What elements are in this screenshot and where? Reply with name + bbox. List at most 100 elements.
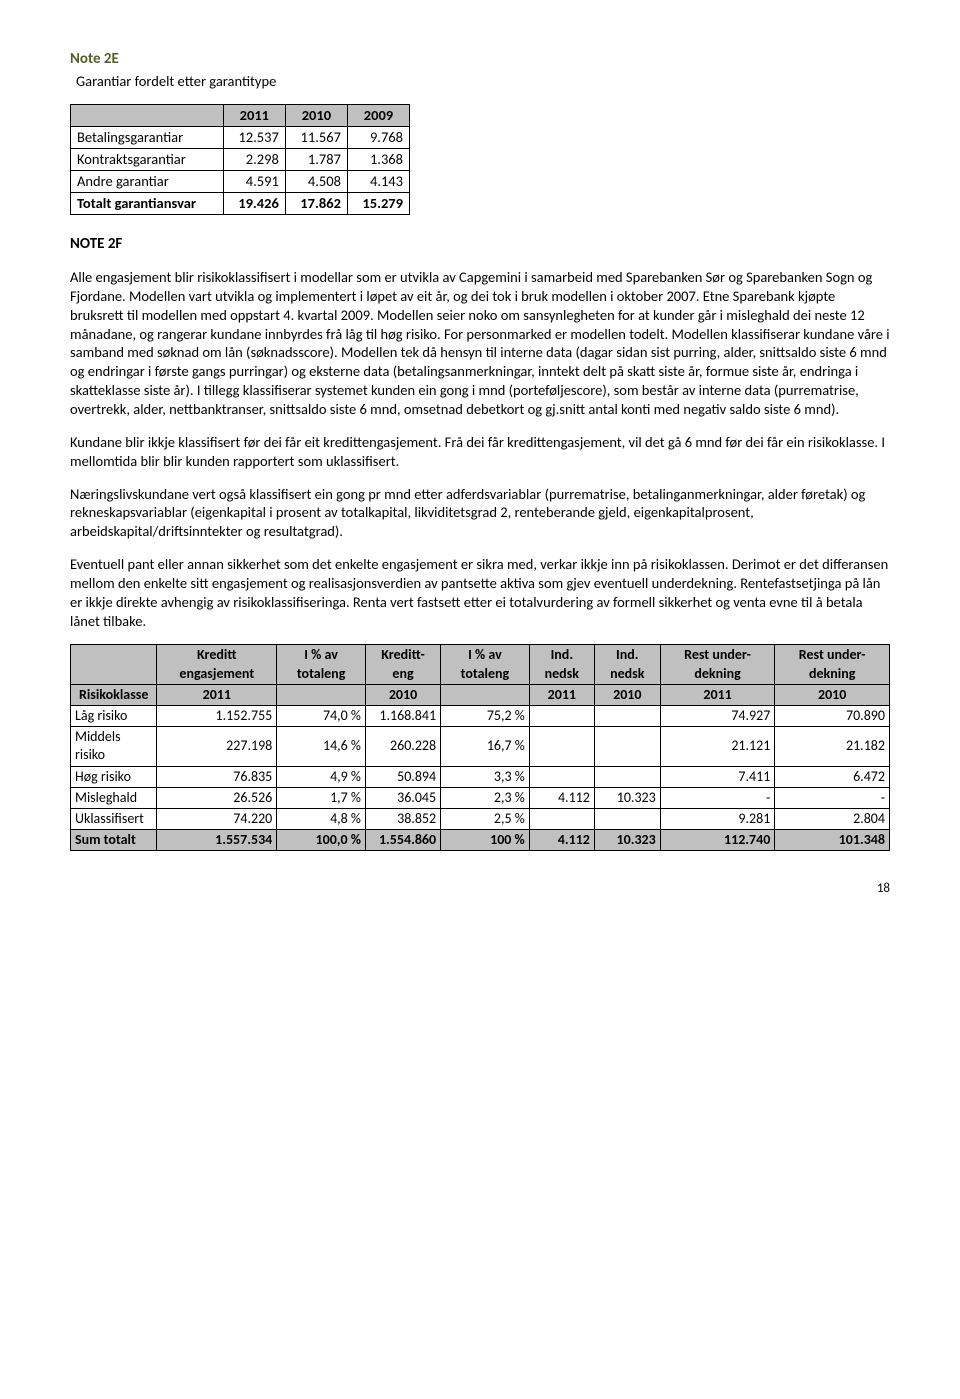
table-row: Andre garantiar 4.591 4.508 4.143 xyxy=(71,170,410,192)
cell: 12.537 xyxy=(223,127,285,149)
row-label: Uklassifisert xyxy=(71,808,157,829)
col-2010: 2010 xyxy=(285,105,347,127)
cell: 4.112 xyxy=(529,830,594,851)
row-label: Låg risiko xyxy=(71,705,157,726)
cell: 74,0 % xyxy=(277,705,366,726)
table-header-row-1: Kreditt engasjement I % av totaleng Kred… xyxy=(71,645,890,684)
col-kreditt-eng: Kreditt engasjement xyxy=(157,645,277,684)
cell: 7.411 xyxy=(660,766,775,787)
cell: 4.508 xyxy=(285,170,347,192)
cell: 4.591 xyxy=(223,170,285,192)
cell: 1.787 xyxy=(285,149,347,171)
cell: 9.768 xyxy=(347,127,409,149)
cell: 50.894 xyxy=(365,766,440,787)
note-2e-subtitle: Garantiar fordelt etter garantitype xyxy=(76,72,890,91)
cell: 11.567 xyxy=(285,127,347,149)
cell: 19.426 xyxy=(223,192,285,214)
cell: 38.852 xyxy=(365,808,440,829)
col-ind-nedsk-2: Ind. nedsk xyxy=(594,645,660,684)
row-label: Kontraktsgarantiar xyxy=(71,149,224,171)
cell: 26.526 xyxy=(157,787,277,808)
cell: - xyxy=(660,787,775,808)
cell: 74.220 xyxy=(157,808,277,829)
cell: 4.143 xyxy=(347,170,409,192)
cell: 227.198 xyxy=(157,727,277,766)
cell: 9.281 xyxy=(660,808,775,829)
col-rest-under-2: Rest under- dekning xyxy=(775,645,890,684)
cell: 2.804 xyxy=(775,808,890,829)
cell: 100,0 % xyxy=(277,830,366,851)
cell: 16,7 % xyxy=(441,727,530,766)
col-2009: 2009 xyxy=(347,105,409,127)
cell xyxy=(529,705,594,726)
cell: 100 % xyxy=(441,830,530,851)
sum-label: Sum totalt xyxy=(71,830,157,851)
cell: 4,8 % xyxy=(277,808,366,829)
col-ind-nedsk-1: Ind. nedsk xyxy=(529,645,594,684)
col-blank xyxy=(277,684,366,705)
paragraph: Alle engasjement blir risikoklassifisert… xyxy=(70,268,890,419)
cell xyxy=(529,766,594,787)
note-2e-title: Note 2E xyxy=(70,50,890,70)
note-2f-title: NOTE 2F xyxy=(70,235,890,255)
cell: 1,7 % xyxy=(277,787,366,808)
table-header-row: 2011 2010 2009 xyxy=(71,105,410,127)
col-2011: 2011 xyxy=(223,105,285,127)
guarantee-table: 2011 2010 2009 Betalingsgarantiar 12.537… xyxy=(70,104,410,214)
total-label: Totalt garantiansvar xyxy=(71,192,224,214)
col-year: 2011 xyxy=(660,684,775,705)
cell: 112.740 xyxy=(660,830,775,851)
paragraph: Næringslivskundane vert også klassifiser… xyxy=(70,485,890,542)
cell: 10.323 xyxy=(594,830,660,851)
col-kreditt-eng-2: Kreditt- eng xyxy=(365,645,440,684)
col-blank xyxy=(71,105,224,127)
table-row: Misleghald 26.526 1,7 % 36.045 2,3 % 4.1… xyxy=(71,787,890,808)
table-row: Låg risiko 1.152.755 74,0 % 1.168.841 75… xyxy=(71,705,890,726)
cell: 70.890 xyxy=(775,705,890,726)
cell: 17.862 xyxy=(285,192,347,214)
col-year: 2010 xyxy=(775,684,890,705)
cell: 2,3 % xyxy=(441,787,530,808)
row-label: Andre garantiar xyxy=(71,170,224,192)
col-year: 2011 xyxy=(529,684,594,705)
cell: 6.472 xyxy=(775,766,890,787)
cell: 4.112 xyxy=(529,787,594,808)
table-total-row: Totalt garantiansvar 19.426 17.862 15.27… xyxy=(71,192,410,214)
cell xyxy=(594,727,660,766)
cell xyxy=(594,808,660,829)
table-row: Middels risiko 227.198 14,6 % 260.228 16… xyxy=(71,727,890,766)
col-year: 2010 xyxy=(594,684,660,705)
cell: 1.554.860 xyxy=(365,830,440,851)
cell xyxy=(594,766,660,787)
col-risikoklasse: Risikoklasse xyxy=(71,684,157,705)
cell: 15.279 xyxy=(347,192,409,214)
cell: 1.152.755 xyxy=(157,705,277,726)
col-blank xyxy=(441,684,530,705)
cell: 21.182 xyxy=(775,727,890,766)
table-row: Høg risiko 76.835 4,9 % 50.894 3,3 % 7.4… xyxy=(71,766,890,787)
table-sum-row: Sum totalt 1.557.534 100,0 % 1.554.860 1… xyxy=(71,830,890,851)
col-pct-totaleng-1: I % av totaleng xyxy=(277,645,366,684)
table-header-row-2: Risikoklasse 2011 2010 2011 2010 2011 20… xyxy=(71,684,890,705)
table-row: Kontraktsgarantiar 2.298 1.787 1.368 xyxy=(71,149,410,171)
row-label: Middels risiko xyxy=(71,727,157,766)
col-rest-under-1: Rest under- dekning xyxy=(660,645,775,684)
cell: 75,2 % xyxy=(441,705,530,726)
cell: 3,3 % xyxy=(441,766,530,787)
cell: 76.835 xyxy=(157,766,277,787)
paragraph: Kundane blir ikkje klassifisert før dei … xyxy=(70,433,890,471)
cell xyxy=(594,705,660,726)
cell: 101.348 xyxy=(775,830,890,851)
cell: 1.368 xyxy=(347,149,409,171)
cell: 1.557.534 xyxy=(157,830,277,851)
cell: 10.323 xyxy=(594,787,660,808)
cell: - xyxy=(775,787,890,808)
row-label: Betalingsgarantiar xyxy=(71,127,224,149)
cell: 21.121 xyxy=(660,727,775,766)
table-row: Uklassifisert 74.220 4,8 % 38.852 2,5 % … xyxy=(71,808,890,829)
page-number: 18 xyxy=(70,881,890,898)
cell: 36.045 xyxy=(365,787,440,808)
cell: 74.927 xyxy=(660,705,775,726)
cell: 2.298 xyxy=(223,149,285,171)
row-label: Høg risiko xyxy=(71,766,157,787)
